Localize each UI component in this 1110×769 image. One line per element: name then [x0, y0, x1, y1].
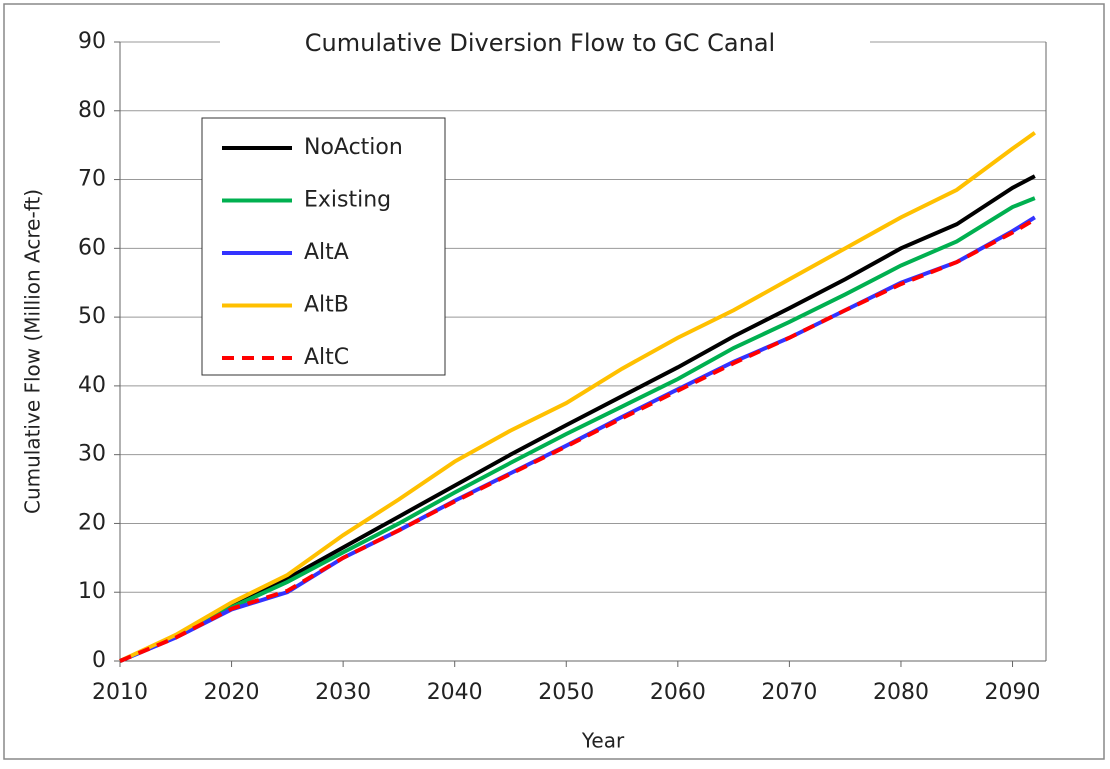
- legend-label: AltA: [304, 240, 349, 265]
- legend-label: Existing: [304, 188, 391, 213]
- x-tick-label: 2060: [650, 680, 706, 705]
- x-tick-label: 2090: [985, 680, 1041, 705]
- legend-box: [201, 117, 446, 376]
- line-series: [119, 174, 1036, 663]
- y-tick-label: 80: [78, 98, 106, 123]
- x-tick-label: 2080: [873, 680, 929, 705]
- y-tick-label: 60: [78, 235, 106, 260]
- y-tick-label: 50: [78, 304, 106, 329]
- line-series: [119, 196, 1036, 663]
- line-series: [119, 131, 1036, 663]
- y-tick-label: 30: [78, 442, 106, 467]
- y-tick-label: 70: [78, 167, 106, 192]
- chart-title: Cumulative Diversion Flow to GC Canal: [305, 29, 775, 57]
- x-tick-label: 2070: [761, 680, 817, 705]
- x-tick-label: 2020: [204, 680, 260, 705]
- line-series: [119, 217, 1036, 663]
- y-tick-label: 20: [78, 510, 106, 535]
- y-tick-label: 40: [78, 373, 106, 398]
- title-background: [220, 26, 870, 60]
- x-tick-label: 2030: [315, 680, 371, 705]
- y-tick-label: 10: [78, 579, 106, 604]
- legend-label: NoAction: [304, 135, 403, 160]
- chart-border: [3, 3, 1105, 760]
- x-tick-label: 2010: [92, 680, 148, 705]
- legend-label: AltB: [304, 293, 349, 318]
- x-axis-label: Year: [581, 729, 625, 753]
- legend-label: AltC: [304, 345, 349, 370]
- y-tick-label: 90: [78, 29, 106, 54]
- y-axis-label: Cumulative Flow (Million Acre-ft): [21, 189, 45, 514]
- y-tick-label: 0: [92, 648, 106, 673]
- x-tick-label: 2040: [427, 680, 483, 705]
- x-tick-label: 2050: [538, 680, 594, 705]
